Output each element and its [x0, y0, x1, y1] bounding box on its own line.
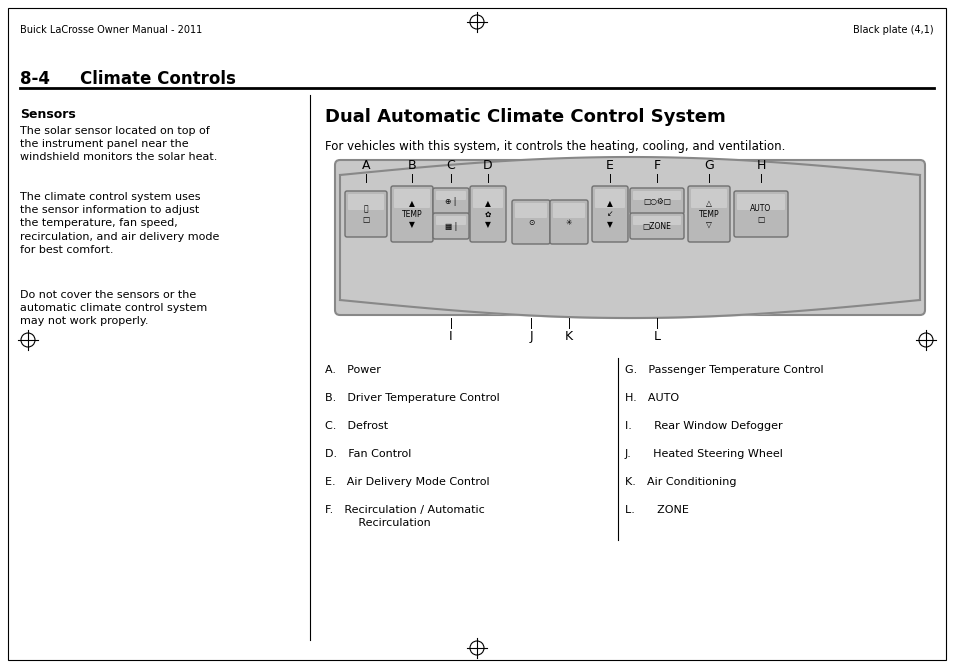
Text: ▦ |: ▦ |	[444, 222, 456, 230]
Text: B: B	[407, 159, 416, 172]
FancyBboxPatch shape	[512, 200, 550, 244]
Text: H. AUTO: H. AUTO	[624, 393, 679, 403]
Text: AUTO
□: AUTO □	[750, 204, 771, 224]
Text: ✳: ✳	[565, 218, 572, 226]
Text: K. Air Conditioning: K. Air Conditioning	[624, 477, 736, 487]
Text: Recirculation: Recirculation	[325, 518, 431, 528]
FancyBboxPatch shape	[348, 194, 384, 210]
Text: ⏻
□: ⏻ □	[362, 204, 369, 224]
Text: Do not cover the sensors or the
automatic climate control system
may not work pr: Do not cover the sensors or the automati…	[20, 290, 207, 327]
Text: 8-4: 8-4	[20, 70, 50, 88]
FancyBboxPatch shape	[433, 213, 469, 239]
Text: G: G	[703, 159, 713, 172]
FancyBboxPatch shape	[345, 191, 387, 237]
FancyBboxPatch shape	[553, 203, 584, 218]
FancyBboxPatch shape	[629, 213, 683, 239]
FancyBboxPatch shape	[473, 189, 502, 208]
Text: F. Recirculation / Automatic: F. Recirculation / Automatic	[325, 505, 484, 515]
Text: Sensors: Sensors	[20, 108, 75, 121]
Text: K: K	[564, 330, 573, 343]
Text: D. Fan Control: D. Fan Control	[325, 449, 411, 459]
Text: Buick LaCrosse Owner Manual - 2011: Buick LaCrosse Owner Manual - 2011	[20, 25, 202, 35]
Text: ⊙: ⊙	[527, 218, 534, 226]
Text: △
TEMP
▽: △ TEMP ▽	[698, 199, 719, 229]
Text: C: C	[446, 159, 455, 172]
Text: H: H	[756, 159, 765, 172]
Text: ▲
✿
▼: ▲ ✿ ▼	[484, 199, 491, 229]
FancyBboxPatch shape	[436, 216, 465, 225]
Text: A: A	[361, 159, 370, 172]
Text: J.  Heated Steering Wheel: J. Heated Steering Wheel	[624, 449, 783, 459]
Text: I.  Rear Window Defogger: I. Rear Window Defogger	[624, 421, 781, 431]
Text: L.  ZONE: L. ZONE	[624, 505, 688, 515]
Text: Dual Automatic Climate Control System: Dual Automatic Climate Control System	[325, 108, 725, 126]
FancyBboxPatch shape	[687, 186, 729, 242]
Text: ▲
TEMP
▼: ▲ TEMP ▼	[401, 199, 422, 229]
Text: The climate control system uses
the sensor information to adjust
the temperature: The climate control system uses the sens…	[20, 192, 219, 255]
FancyBboxPatch shape	[595, 189, 624, 208]
Text: A. Power: A. Power	[325, 365, 380, 375]
Text: ▲
↙
▼: ▲ ↙ ▼	[606, 199, 613, 229]
Text: E: E	[605, 159, 614, 172]
FancyBboxPatch shape	[733, 191, 787, 237]
Text: B. Driver Temperature Control: B. Driver Temperature Control	[325, 393, 499, 403]
FancyBboxPatch shape	[629, 188, 683, 214]
FancyBboxPatch shape	[690, 189, 726, 208]
Text: F: F	[653, 159, 659, 172]
Text: □ZONE: □ZONE	[642, 222, 671, 230]
Text: Black plate (4,1): Black plate (4,1)	[853, 25, 933, 35]
Text: D: D	[482, 159, 493, 172]
Text: C. Defrost: C. Defrost	[325, 421, 388, 431]
Text: G. Passenger Temperature Control: G. Passenger Temperature Control	[624, 365, 822, 375]
FancyBboxPatch shape	[633, 216, 680, 225]
FancyBboxPatch shape	[515, 203, 546, 218]
Text: L: L	[653, 330, 659, 343]
FancyBboxPatch shape	[592, 186, 627, 242]
FancyBboxPatch shape	[335, 160, 924, 315]
Text: J: J	[529, 330, 533, 343]
Text: For vehicles with this system, it controls the heating, cooling, and ventilation: For vehicles with this system, it contro…	[325, 140, 784, 153]
Text: □○⚙□: □○⚙□	[642, 196, 670, 206]
Text: Climate Controls: Climate Controls	[80, 70, 235, 88]
Text: E. Air Delivery Mode Control: E. Air Delivery Mode Control	[325, 477, 489, 487]
FancyBboxPatch shape	[633, 191, 680, 200]
Text: The solar sensor located on top of
the instrument panel near the
windshield moni: The solar sensor located on top of the i…	[20, 126, 217, 162]
FancyBboxPatch shape	[433, 188, 469, 214]
Text: ⊕ |: ⊕ |	[445, 196, 456, 206]
FancyBboxPatch shape	[550, 200, 587, 244]
FancyBboxPatch shape	[391, 186, 433, 242]
FancyBboxPatch shape	[737, 194, 784, 210]
FancyBboxPatch shape	[394, 189, 430, 208]
Text: I: I	[449, 330, 453, 343]
FancyBboxPatch shape	[470, 186, 505, 242]
FancyBboxPatch shape	[436, 191, 465, 200]
